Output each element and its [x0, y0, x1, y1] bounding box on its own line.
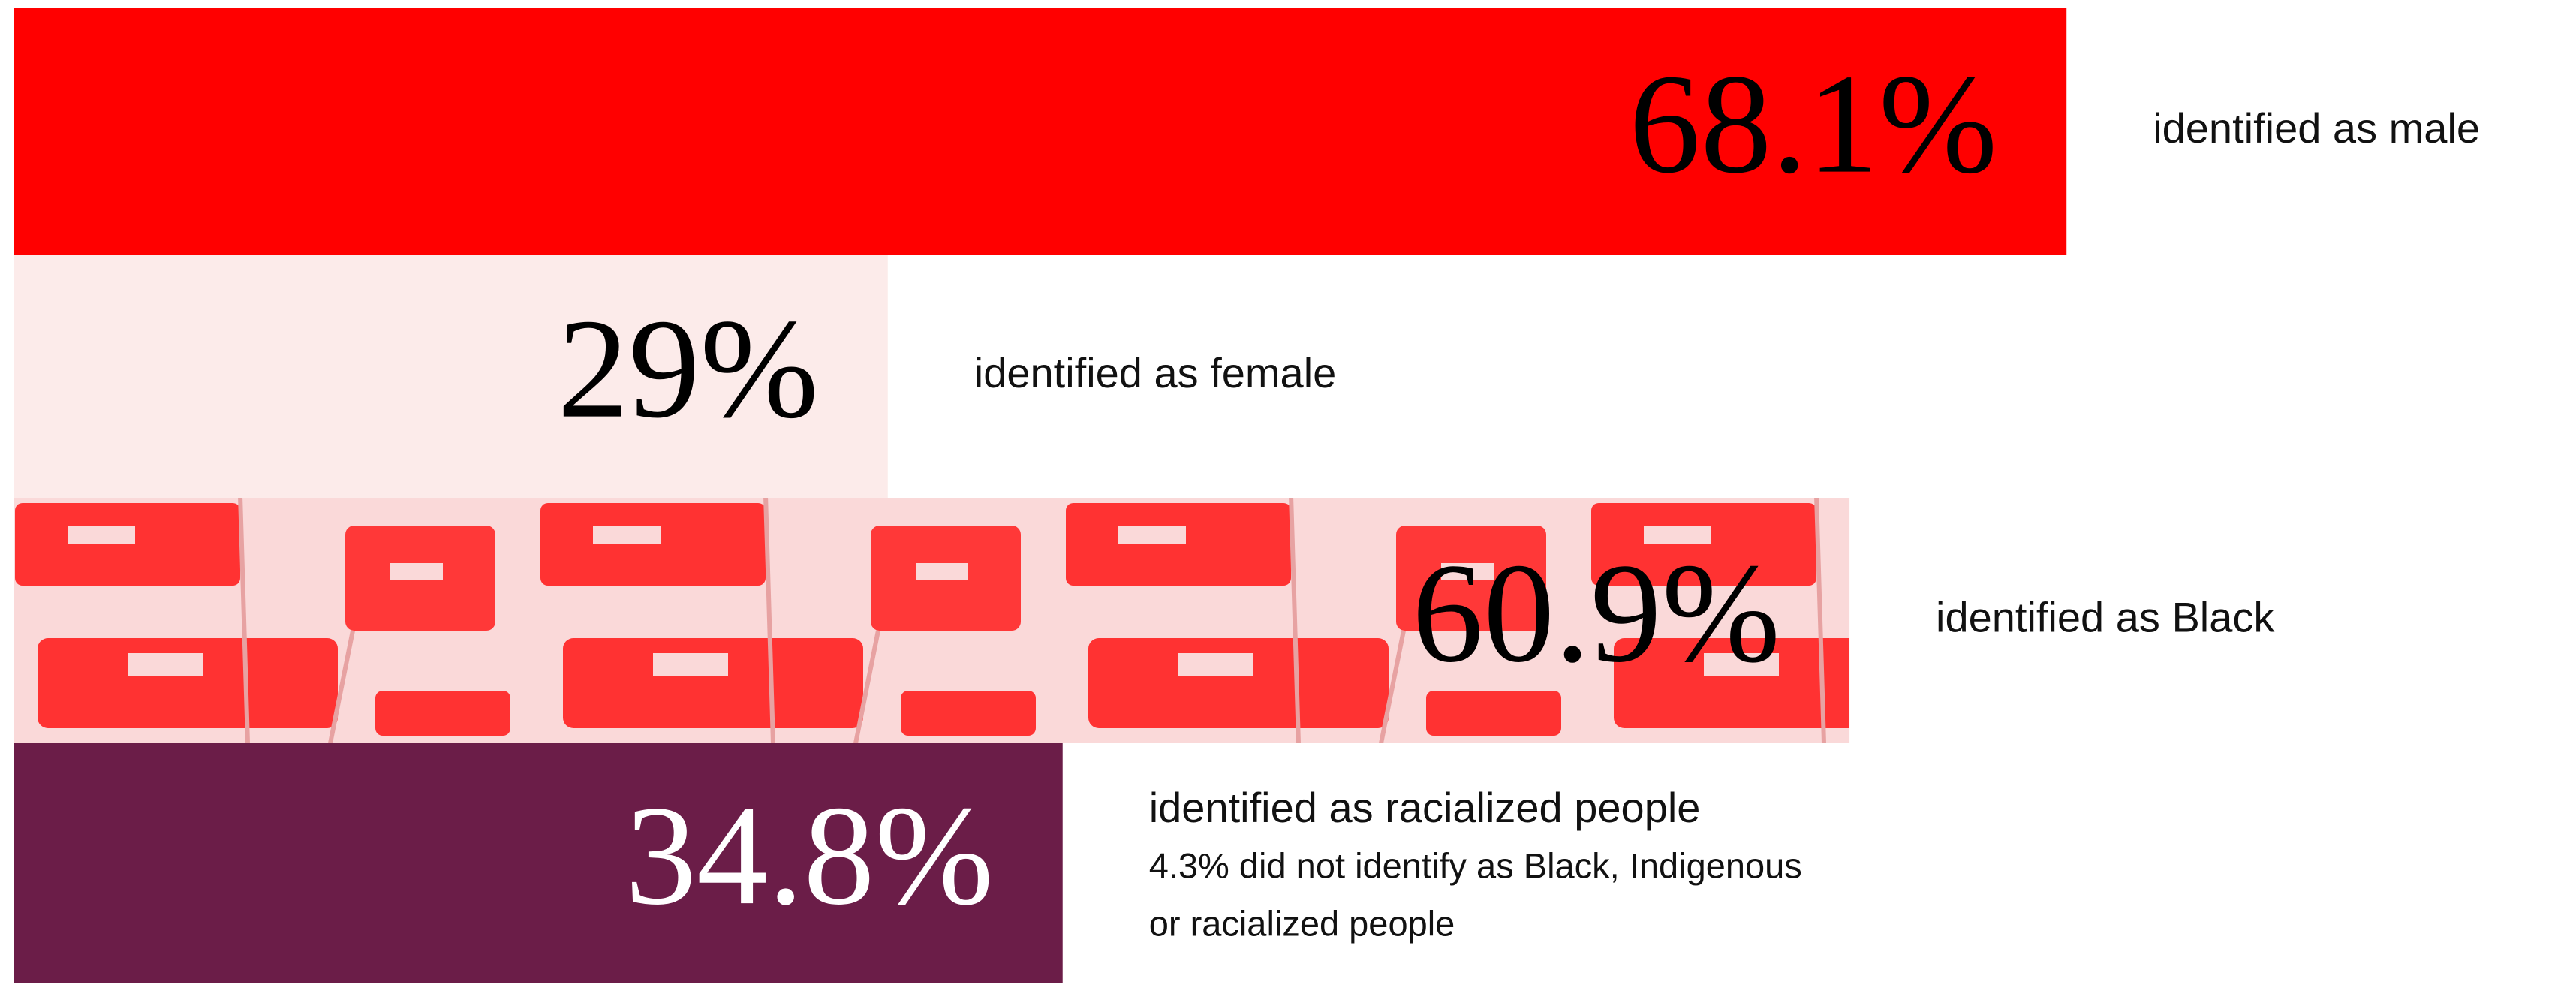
category-label: identified as female — [974, 349, 1337, 396]
value-label: 34.8% — [625, 777, 994, 935]
value-label: 29% — [557, 291, 818, 448]
value-label: 68.1% — [1629, 46, 1997, 203]
page: {"chart_data": { "type": "bar", "orienta… — [0, 0, 2576, 985]
value-label: 60.9% — [1412, 535, 1780, 692]
annotation: or racialized people — [1149, 903, 1455, 943]
category-label: identified as racialized people — [1149, 784, 1701, 831]
category-label: identified as Black — [1936, 593, 2275, 640]
category-label: identified as male — [2153, 104, 2480, 152]
annotation: 4.3% did not identify as Black, Indigeno… — [1149, 845, 1802, 885]
chart: 68.1% identified as male 29% identified as … — [0, 0, 2576, 985]
